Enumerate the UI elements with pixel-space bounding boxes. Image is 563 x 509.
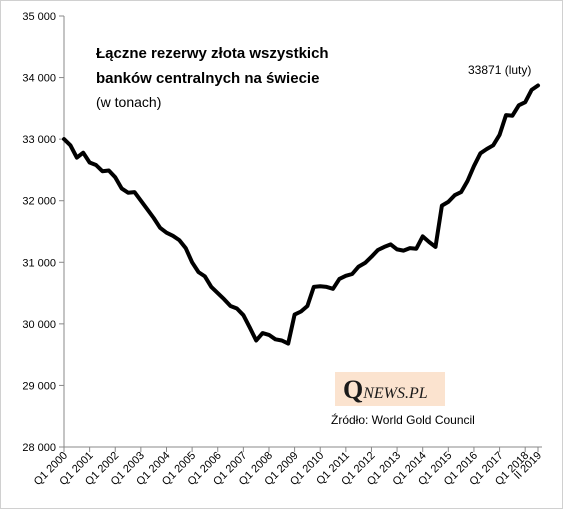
data-point — [222, 297, 226, 301]
data-point — [241, 313, 245, 317]
data-point — [100, 169, 104, 173]
data-point — [81, 151, 85, 155]
data-point — [248, 326, 252, 330]
data-point — [286, 342, 290, 346]
data-point — [478, 151, 482, 155]
data-point — [318, 284, 322, 288]
data-point — [229, 304, 233, 308]
y-tick-label: 29 000 — [22, 380, 56, 392]
data-point — [113, 175, 117, 179]
data-point — [434, 245, 438, 249]
data-point — [126, 191, 130, 195]
data-point — [254, 338, 258, 342]
y-tick-label: 30 000 — [22, 319, 56, 331]
logo-rest: NEWS.PL — [362, 385, 428, 402]
qnews-logo: QNEWS.PL — [335, 372, 445, 406]
data-point — [401, 249, 405, 253]
data-point — [530, 88, 534, 92]
data-point — [293, 313, 297, 317]
data-point — [337, 277, 341, 281]
data-point — [414, 247, 418, 251]
data-point — [485, 147, 489, 151]
data-point — [164, 231, 168, 235]
data-point — [344, 274, 348, 278]
data-point — [491, 143, 495, 147]
gold-reserves-line — [62, 83, 540, 346]
data-point — [504, 113, 508, 117]
data-point — [523, 100, 527, 104]
y-tick-label: 31 000 — [22, 257, 56, 269]
data-point — [376, 248, 380, 252]
data-point — [203, 274, 207, 278]
data-point — [190, 260, 194, 264]
data-point — [107, 169, 111, 173]
data-point — [139, 199, 143, 203]
data-point — [267, 333, 271, 337]
data-point — [382, 245, 386, 249]
logo-q: Q — [343, 375, 363, 404]
data-point — [235, 306, 239, 310]
logo-background — [335, 372, 445, 406]
data-point — [132, 190, 136, 194]
data-point — [120, 186, 124, 190]
data-point — [171, 234, 175, 238]
data-points — [62, 84, 540, 346]
y-axis: 28 000 29 000 30 000 31 000 32 000 33 000 34 0… — [22, 11, 65, 454]
data-point — [536, 84, 540, 88]
y-tick-label: 32 000 — [22, 196, 56, 208]
data-point — [350, 272, 354, 276]
chart-title-line-1: Łączne rezerwy złota wszystkich — [96, 45, 329, 62]
data-point — [389, 242, 393, 246]
data-point — [395, 247, 399, 251]
data-point — [152, 216, 156, 220]
data-point — [498, 133, 502, 137]
data-point — [305, 304, 309, 308]
data-point — [331, 287, 335, 291]
data-point — [459, 190, 463, 194]
data-point — [184, 246, 188, 250]
data-point — [273, 337, 277, 341]
data-point — [466, 179, 470, 183]
data-point — [325, 285, 329, 289]
data-point — [472, 164, 476, 168]
data-point — [197, 270, 201, 274]
data-point — [145, 207, 149, 211]
data-point — [510, 114, 514, 118]
data-point — [88, 161, 92, 165]
data-point — [94, 163, 98, 167]
chart-subtitle: (w tonach) — [96, 94, 161, 110]
data-point — [427, 240, 431, 244]
data-point — [75, 156, 79, 160]
data-point — [62, 137, 66, 141]
data-point — [299, 310, 303, 314]
y-tick-label: 33 000 — [22, 134, 56, 146]
logo-text: QNEWS.PL — [343, 375, 428, 404]
source-note: Źródło: World Gold Council — [331, 412, 475, 427]
data-point — [440, 204, 444, 208]
data-point — [216, 291, 220, 295]
data-point — [312, 285, 316, 289]
data-point — [209, 285, 213, 289]
data-point — [357, 265, 361, 269]
data-point — [177, 238, 181, 242]
data-point — [369, 255, 373, 259]
data-point — [453, 193, 457, 197]
data-point — [408, 246, 412, 250]
data-point — [363, 261, 367, 265]
latest-value-annotation: 33871 (luty) — [468, 63, 531, 77]
data-point — [68, 143, 72, 147]
data-point — [280, 338, 284, 342]
y-tick-label: 34 000 — [22, 73, 56, 85]
data-point — [421, 234, 425, 238]
data-point — [261, 331, 265, 335]
y-tick-label: 35 000 — [22, 11, 56, 23]
y-tick-label: 28 000 — [22, 442, 56, 454]
data-point — [446, 200, 450, 204]
data-point — [517, 103, 521, 107]
data-point — [158, 226, 162, 230]
chart-title-line-2: banków centralnych na świecie — [96, 70, 319, 87]
